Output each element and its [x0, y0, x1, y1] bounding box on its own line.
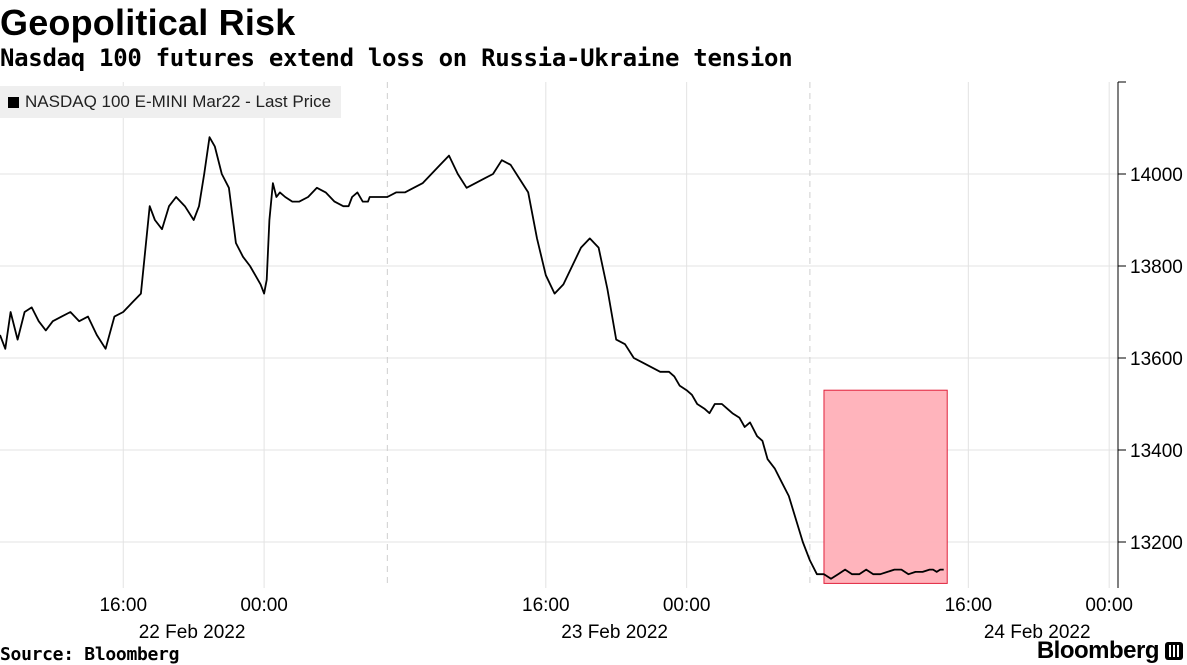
chart-title: Geopolitical Risk — [0, 2, 296, 43]
y-tick-label: 13400 — [1130, 441, 1183, 462]
brand-name: Bloomberg — [1036, 637, 1160, 664]
x-tick-label: 16:00 — [945, 595, 993, 616]
chart-subtitle: Nasdaq 100 futures extend loss on Russia… — [0, 44, 793, 72]
x-tick-label: 16:00 — [522, 595, 570, 616]
highlight-box — [823, 389, 948, 584]
series-line — [0, 136, 944, 580]
legend-label: NASDAQ 100 E-MINI Mar22 - Last Price — [25, 92, 332, 111]
terminal-icon — [1165, 642, 1183, 660]
x-tick-label: 00:00 — [240, 595, 288, 616]
brand-logo: Bloomberg — [1037, 637, 1183, 665]
x-tick-label: 16:00 — [99, 595, 147, 616]
x-date-label: 24 Feb 2022 — [984, 622, 1091, 643]
y-tick-label: 14000 — [1130, 165, 1183, 186]
y-tick-label: 13200 — [1130, 533, 1183, 554]
legend-swatch — [8, 96, 19, 108]
legend: NASDAQ 100 E-MINI Mar22 - Last Price — [0, 86, 342, 118]
x-date-label: 22 Feb 2022 — [139, 622, 246, 643]
x-date-label: 23 Feb 2022 — [561, 622, 668, 643]
source-note: Source: Bloomberg — [0, 644, 180, 665]
x-tick-label: 00:00 — [1085, 595, 1133, 616]
y-tick-label: 13800 — [1130, 257, 1183, 278]
y-tick-label: 13600 — [1130, 349, 1183, 370]
x-tick-label: 00:00 — [663, 595, 711, 616]
